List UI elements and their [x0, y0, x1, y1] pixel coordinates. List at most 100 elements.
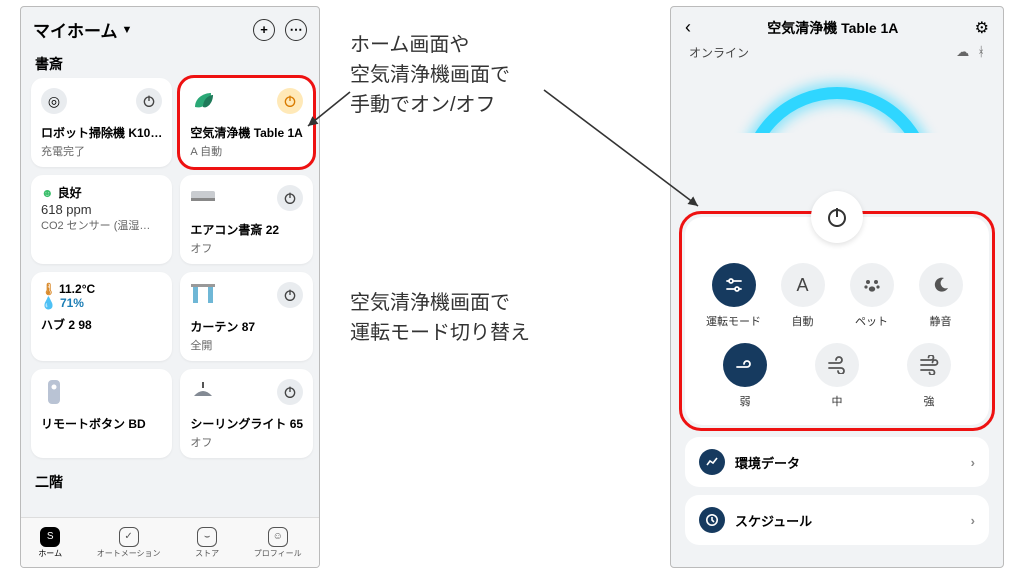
section-header-1: 書斎 — [21, 46, 319, 78]
mode-label: 強 — [924, 393, 935, 409]
nav-label: プロフィール — [254, 548, 302, 559]
env-label: 環境データ — [735, 453, 800, 472]
profile-icon: ☺ — [268, 527, 288, 547]
curtain-icon — [190, 282, 216, 308]
nav-label: ストア — [195, 548, 219, 559]
tile-air-purifier[interactable]: 空気清浄機 Table 1A A 自動 — [180, 78, 313, 167]
chart-icon — [699, 449, 725, 475]
sched-label: スケジュール — [735, 511, 812, 530]
droplet-icon: 💧 — [41, 296, 56, 310]
anno1-l3: 手動でオン/オフ — [350, 90, 510, 120]
anno1-l2: 空気清浄機画面で — [350, 60, 510, 90]
power-toggle-curtain[interactable] — [277, 282, 303, 308]
mode-pet[interactable]: ペット — [842, 263, 902, 329]
tile-sub: オフ — [190, 434, 303, 450]
mode-panel: 運転モード A 自動 ペット 静音 — [685, 217, 989, 425]
settings-button[interactable]: ⚙ — [975, 18, 989, 38]
add-button[interactable]: + — [253, 19, 275, 41]
tile-ceiling-light[interactable]: シーリングライト 65 オフ — [180, 369, 313, 458]
mode-run[interactable]: 運転モード — [704, 263, 764, 329]
nav-automation[interactable]: ✓オートメーション — [97, 527, 161, 559]
tile-robot-vacuum[interactable]: ◎ ロボット掃除機 K10… 充電完了 — [31, 78, 172, 167]
chevron-right-icon: › — [971, 513, 975, 528]
mode-label: ペット — [855, 313, 888, 329]
tile-name: エアコン書斎 22 — [190, 221, 303, 238]
detail-header: ‹ 空気清浄機 Table 1A ⚙ — [671, 7, 1003, 40]
tile-sub: 全開 — [190, 337, 303, 353]
face-icon: ☻ — [41, 185, 54, 201]
anno1-l1: ホーム画面や — [350, 30, 510, 60]
anno2-l2: 運転モード切り替え — [350, 318, 530, 348]
nav-label: オートメーション — [97, 548, 161, 559]
home-title[interactable]: マイホーム ▼ — [33, 17, 132, 42]
power-toggle-ceiling[interactable] — [277, 379, 303, 405]
tile-sub: オフ — [190, 240, 303, 256]
tile-curtain[interactable]: カーテン 87 全開 — [180, 272, 313, 361]
mode-label: 運転モード — [706, 313, 761, 329]
device-detail-screen: ‹ 空気清浄機 Table 1A ⚙ オンライン ☁ᚼ 運転モード A 自動 — [670, 6, 1004, 568]
co2-value: 618 ppm — [41, 201, 162, 219]
tile-name: シーリングライト 65 — [190, 415, 303, 432]
tile-name: ロボット掃除機 K10… — [41, 124, 162, 141]
wind-high-icon — [907, 343, 951, 387]
remote-icon — [41, 379, 67, 405]
mode-mid[interactable]: 中 — [807, 343, 867, 409]
hub-temp: 11.2°C — [59, 282, 95, 296]
home-screen: マイホーム ▼ + ⋯ 書斎 ◎ ロボット掃除機 K10… 充電完了 — [20, 6, 320, 568]
annotation-2: 空気清浄機画面で 運転モード切り替え — [350, 288, 530, 348]
tile-sub: 充電完了 — [41, 143, 162, 159]
power-toggle-air[interactable] — [277, 88, 303, 114]
schedule-row[interactable]: スケジュール › — [685, 495, 989, 545]
air-quality-arc — [671, 61, 1003, 133]
nav-profile[interactable]: ☺プロフィール — [254, 527, 302, 559]
nav-store[interactable]: ⌣ストア — [195, 527, 219, 559]
home-title-text: マイホーム — [33, 17, 118, 42]
moon-icon — [919, 263, 963, 307]
hub-hum: 71% — [60, 296, 84, 310]
power-button-main[interactable] — [811, 191, 863, 243]
home-icon: S — [40, 527, 60, 547]
leaf-icon — [190, 88, 216, 114]
tile-sub: A 自動 — [190, 143, 303, 159]
power-toggle-robot[interactable] — [136, 88, 162, 114]
bottom-nav: Sホーム ✓オートメーション ⌣ストア ☺プロフィール — [21, 517, 319, 567]
online-status: オンライン — [689, 44, 749, 61]
tile-co2-sensor[interactable]: ☻良好 618 ppm CO2 センサー (温湿… — [31, 175, 172, 264]
wind-mid-icon — [815, 343, 859, 387]
tile-name: カーテン 87 — [190, 318, 303, 335]
tile-remote[interactable]: リモートボタン BD — [31, 369, 172, 458]
hub-name: ハブ 2 98 — [41, 316, 162, 333]
thermometer-icon: 🌡 — [41, 282, 55, 296]
tile-aircon[interactable]: エアコン書斎 22 オフ — [180, 175, 313, 264]
more-button[interactable]: ⋯ — [285, 19, 307, 41]
auto-icon: A — [781, 263, 825, 307]
clock-icon — [699, 507, 725, 533]
mode-label: 静音 — [930, 313, 952, 329]
detail-title: 空気清浄機 Table 1A — [691, 18, 975, 38]
tile-name: 空気清浄機 Table 1A — [190, 124, 303, 141]
mode-auto[interactable]: A 自動 — [773, 263, 833, 329]
tile-name: リモートボタン BD — [41, 415, 162, 432]
store-icon: ⌣ — [197, 527, 217, 547]
mode-label: 弱 — [740, 393, 751, 409]
automation-icon: ✓ — [119, 527, 139, 547]
section-header-2: 二階 — [21, 464, 319, 496]
home-header: マイホーム ▼ + ⋯ — [21, 7, 319, 46]
mode-low[interactable]: 弱 — [715, 343, 775, 409]
bluetooth-icon: ᚼ — [977, 44, 985, 61]
ac-icon — [190, 185, 216, 211]
env-data-row[interactable]: 環境データ › — [685, 437, 989, 487]
mode-quiet[interactable]: 静音 — [911, 263, 971, 329]
mode-label: 自動 — [792, 313, 814, 329]
co2-sub: CO2 センサー (温湿… — [41, 219, 162, 234]
wind-low-icon — [723, 343, 767, 387]
robot-icon: ◎ — [41, 88, 67, 114]
anno2-l1: 空気清浄機画面で — [350, 288, 530, 318]
nav-label: ホーム — [38, 548, 62, 559]
mode-high[interactable]: 強 — [899, 343, 959, 409]
tile-hub[interactable]: 🌡 11.2°C 💧 71% ハブ 2 98 — [31, 272, 172, 361]
co2-status: 良好 — [58, 185, 82, 201]
power-toggle-ac[interactable] — [277, 185, 303, 211]
nav-home[interactable]: Sホーム — [38, 527, 62, 559]
ceiling-light-icon — [190, 379, 216, 405]
